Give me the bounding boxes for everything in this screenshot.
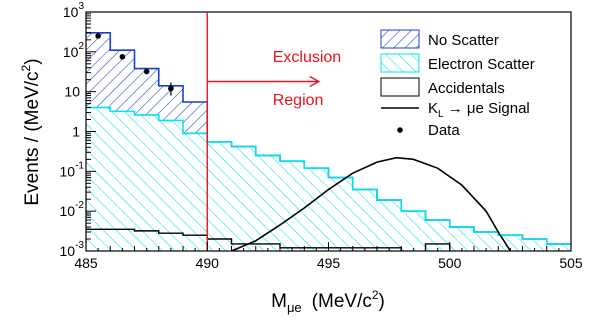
electron-scatter-bar: [498, 235, 523, 251]
legend-swatch-no-scatter: [380, 29, 420, 49]
x-axis-title: Mμe (MeV/c2): [271, 288, 385, 315]
y-axis-title: Events / (MeV/c2): [19, 58, 43, 205]
legend-swatch-accidentals: [380, 77, 420, 97]
electron-scatter-bars: [86, 107, 571, 251]
x-tick-label: 505: [559, 255, 583, 271]
y-tick-label: 10: [64, 84, 80, 100]
electron-scatter-bar: [474, 231, 499, 251]
y-axis-title-close: ): [22, 58, 43, 64]
y-axis-title-sup: 2: [19, 64, 33, 71]
y-tick-base: 10: [63, 44, 79, 60]
legend-label-no-scatter: No Scatter: [428, 32, 499, 49]
x-axis-title-close: ): [379, 291, 385, 312]
legend-label-accidentals: Accidentals: [428, 80, 505, 97]
legend-label-electron-scatter: Electron Scatter: [428, 56, 535, 73]
data-points: [95, 33, 174, 96]
legend-swatch-data: [397, 127, 403, 133]
x-tick-label: 495: [317, 255, 341, 271]
x-axis-title-sub: μe: [287, 300, 302, 315]
x-axis-ticks: 485 490 495 500 505: [74, 242, 583, 271]
data-point: [143, 68, 150, 75]
electron-scatter-outline: [86, 106, 571, 245]
accidentals-outline: [86, 228, 451, 251]
legend-signal-rest: → μe Signal: [444, 100, 530, 117]
electron-scatter-bar: [522, 239, 547, 251]
no-scatter-bar: [110, 50, 135, 112]
y-tick-label: 102: [63, 41, 85, 60]
electron-scatter-bar: [304, 168, 329, 251]
data-point: [95, 33, 101, 39]
electron-scatter-bar: [183, 133, 208, 251]
x-tick-label: 490: [196, 255, 220, 271]
x-tick-label: 485: [74, 255, 98, 271]
electron-scatter-bar: [328, 177, 353, 251]
no-scatter-bar: [134, 68, 159, 115]
y-tick-label: 1: [72, 124, 80, 140]
electron-scatter-bar: [546, 243, 571, 251]
x-axis-title-sup: 2: [372, 288, 379, 302]
y-tick-exponent: 3: [78, 1, 84, 12]
electron-scatter-bar: [352, 189, 377, 251]
y-tick-label: 103: [63, 1, 85, 20]
legend-label-data: Data: [428, 122, 460, 139]
electron-scatter-bar: [158, 120, 183, 251]
y-tick-base: 10: [63, 4, 79, 20]
annotation-exclusion: Exclusion: [273, 49, 341, 66]
legend: No Scatter Electron Scatter Accidentals …: [380, 29, 535, 139]
y-tick-base: 10: [60, 203, 76, 219]
electron-scatter-bar: [449, 227, 474, 251]
y-tick-label: 10-2: [60, 200, 85, 219]
electron-scatter-bar: [377, 200, 402, 251]
y-tick-label: 10-1: [60, 160, 85, 179]
x-axis-title-units: (MeV/c: [312, 291, 372, 312]
y-tick-exponent: 2: [78, 41, 84, 52]
y-tick-base: 10: [60, 163, 76, 179]
electron-scatter-bar: [401, 211, 426, 251]
electron-scatter-bar: [255, 155, 280, 251]
y-tick-base: 10: [64, 84, 80, 100]
legend-swatch-electron-scatter: [380, 53, 420, 73]
electron-scatter-bar: [231, 146, 256, 251]
y-tick-exponent: -3: [75, 240, 84, 251]
no-scatter-bar: [86, 32, 111, 108]
data-point: [119, 54, 126, 60]
electron-scatter-bar: [134, 114, 159, 251]
signal-curve: [231, 156, 512, 251]
electron-scatter-bar: [207, 141, 232, 251]
exclusion-arrow: [207, 75, 321, 88]
legend-signal-k: K: [428, 100, 438, 117]
x-axis-title-m: M: [271, 291, 287, 312]
y-tick-exponent: -2: [75, 200, 84, 211]
electron-scatter-bar: [280, 161, 305, 251]
no-scatter-bar: [183, 102, 208, 134]
legend-label-signal: KL → μe Signal: [428, 100, 530, 120]
annotation-region: Region: [273, 92, 324, 109]
electron-scatter-bar: [110, 111, 135, 251]
data-point: [168, 85, 174, 92]
y-axis-title-main: Events / (MeV/c: [22, 71, 43, 205]
plot-area: [86, 32, 571, 251]
y-tick-base: 10: [60, 243, 76, 259]
y-tick-label: 10-3: [60, 240, 85, 259]
y-tick-exponent: -1: [75, 160, 84, 171]
legend-signal-sub: L: [438, 109, 444, 120]
electron-scatter-bar: [425, 220, 450, 251]
x-tick-label: 500: [438, 255, 462, 271]
y-tick-base: 1: [72, 124, 80, 140]
